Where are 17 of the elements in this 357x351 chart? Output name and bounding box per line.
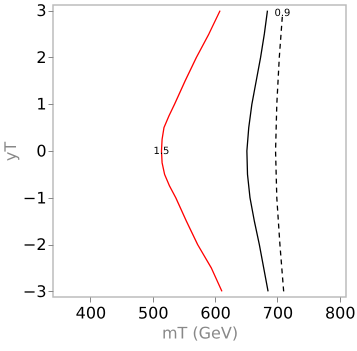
y-tick-label: 1 [36, 94, 46, 114]
x-tick-label: 400 [76, 304, 106, 322]
y-tick-label: 0 [36, 142, 46, 160]
y-tick-label: 2 [36, 48, 46, 67]
y-tick-label: 3 [36, 1, 46, 20]
y-tick-label: −2 [22, 235, 46, 254]
line-series [246, 10, 269, 292]
y-tick-label: −1 [22, 188, 46, 208]
y-tick-label: −3 [22, 282, 46, 301]
x-tick-label: 600 [200, 304, 231, 322]
x-tick-label: 700 [262, 304, 294, 322]
annotation: 0.9 [274, 8, 290, 19]
y-axis-title: yT [0, 142, 20, 162]
x-tick-label: 800 [324, 304, 356, 322]
line-series [274, 14, 284, 292]
x-tick-label: 500 [138, 304, 169, 322]
x-axis-title: mT (GeV) [162, 324, 238, 342]
